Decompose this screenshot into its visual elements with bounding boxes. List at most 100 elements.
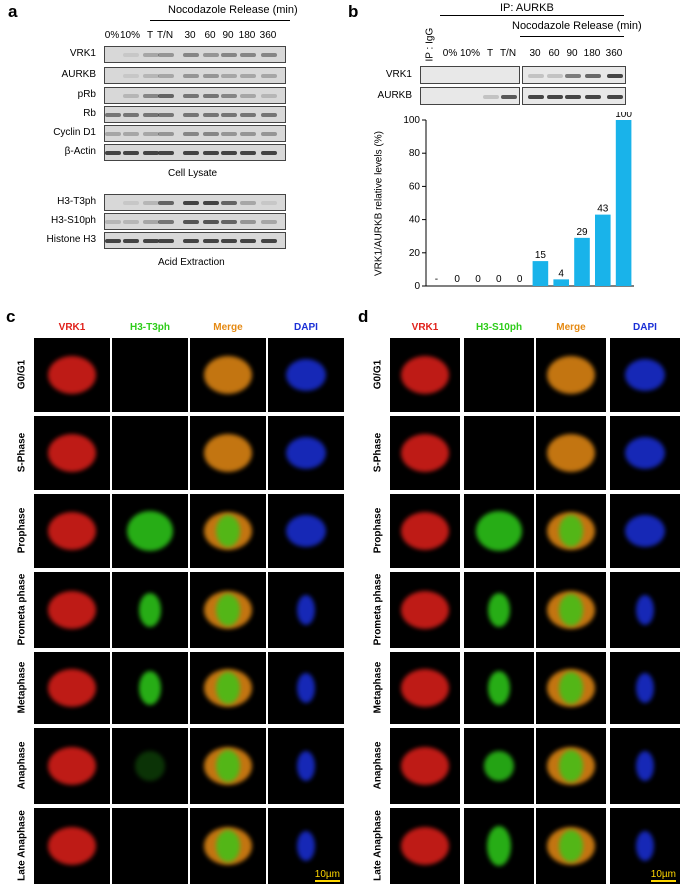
blot-band: [123, 151, 139, 155]
micrograph-cell: [268, 494, 344, 568]
blot-band: [203, 74, 219, 78]
micrograph-cell: [610, 572, 680, 648]
lane-label: 10%: [460, 48, 481, 59]
blot-band: [105, 132, 121, 136]
blot-strip: [104, 67, 286, 84]
blot-strip: [104, 87, 286, 104]
blot-band: [565, 74, 581, 78]
cell-signal: [625, 359, 665, 391]
micrograph-cell: [34, 652, 110, 724]
blot-band: [547, 74, 563, 78]
bar: [615, 120, 632, 286]
micrograph-cell: [536, 808, 606, 884]
lane-label: T: [146, 30, 154, 41]
micrograph-cell: [464, 728, 534, 804]
blot-band: [528, 74, 544, 78]
blot-band: [203, 201, 219, 205]
blot-band: [607, 74, 623, 78]
blot-band: [158, 94, 174, 98]
bar: [553, 279, 569, 286]
blot-band: [143, 151, 159, 155]
micrograph-cell: [610, 338, 680, 412]
blot-band: [105, 220, 121, 224]
lysate-caption: Cell Lysate: [168, 168, 218, 179]
cell-signal: [401, 434, 449, 472]
blot-band: [203, 239, 219, 243]
cell-signal: [127, 511, 173, 551]
blot-band: [203, 151, 219, 155]
blot-band: [240, 74, 256, 78]
blot-band: [183, 220, 199, 224]
micrograph-cell: [536, 652, 606, 724]
blot-band: [240, 220, 256, 224]
blot-band: [261, 220, 277, 224]
blot-band: [585, 95, 601, 99]
micrograph-cell: [190, 572, 266, 648]
micrograph-cell: [112, 728, 188, 804]
blot-band: [158, 239, 174, 243]
micrograph-cell: [190, 728, 266, 804]
blot-band: [123, 201, 139, 205]
y-tick-label: 100: [403, 115, 420, 126]
blot-band: [203, 94, 219, 98]
micrograph-cell: 10µm: [268, 808, 344, 884]
blot-band: [240, 132, 256, 136]
cell-signal: [476, 511, 522, 551]
panel-label-a: a: [8, 2, 18, 21]
cell-signal: [204, 434, 252, 472]
bar-value-label: 0: [475, 274, 481, 285]
blot-band: [528, 95, 544, 99]
blot-band: [158, 113, 174, 117]
cell-signal: [216, 750, 240, 782]
micrograph-cell: [464, 572, 534, 648]
blot-band: [585, 74, 601, 78]
cell-signal: [401, 747, 449, 785]
micrograph-cell: [390, 808, 460, 884]
blot-band: [261, 201, 277, 205]
cell-signal: [488, 671, 510, 705]
blot-band: [221, 151, 237, 155]
bar: [595, 214, 611, 286]
blot-row-label: Rb: [83, 108, 96, 119]
panel-label-d: d: [358, 307, 369, 326]
row-label: Prometa phase: [16, 573, 28, 646]
blot-band: [143, 94, 159, 98]
cell-signal: [48, 747, 96, 785]
micrograph-cell: [268, 572, 344, 648]
blot-band: [105, 113, 121, 117]
micrograph-cell: [34, 572, 110, 648]
cell-signal: [216, 594, 240, 626]
blot-row-label: VRK1: [385, 69, 412, 80]
column-header: H3-S10ph: [475, 322, 523, 333]
y-tick-label: 80: [409, 148, 421, 159]
cell-signal: [286, 437, 326, 469]
column-header: VRK1: [58, 322, 86, 333]
micrograph-cell: [610, 728, 680, 804]
blot-band: [143, 113, 159, 117]
cell-signal: [297, 673, 315, 703]
cell-signal: [139, 593, 161, 627]
blot-band: [261, 239, 277, 243]
bar-value-label: 29: [576, 227, 588, 238]
micrograph-cell: [390, 416, 460, 490]
blot-strip: [104, 46, 286, 63]
blot-band: [123, 132, 139, 136]
micrograph-cell: [390, 728, 460, 804]
row-label: Metaphase: [16, 661, 28, 714]
micrograph-cell: [536, 338, 606, 412]
blot-row-label: VRK1: [69, 48, 96, 59]
micrograph-cell: [536, 416, 606, 490]
blot-band: [240, 239, 256, 243]
micrograph-cell: [610, 652, 680, 724]
cell-signal: [286, 515, 326, 547]
bar-value-label: 0: [517, 274, 523, 285]
blot-row-label: β-Actin: [64, 146, 96, 157]
bar-value-label: 4: [558, 268, 564, 279]
blot-band: [203, 132, 219, 136]
blot-band: [123, 239, 139, 243]
blot-band: [483, 95, 499, 99]
lane-label: 90: [222, 30, 234, 41]
cell-signal: [286, 359, 326, 391]
bar: [574, 237, 590, 286]
cell-signal: [297, 831, 315, 861]
